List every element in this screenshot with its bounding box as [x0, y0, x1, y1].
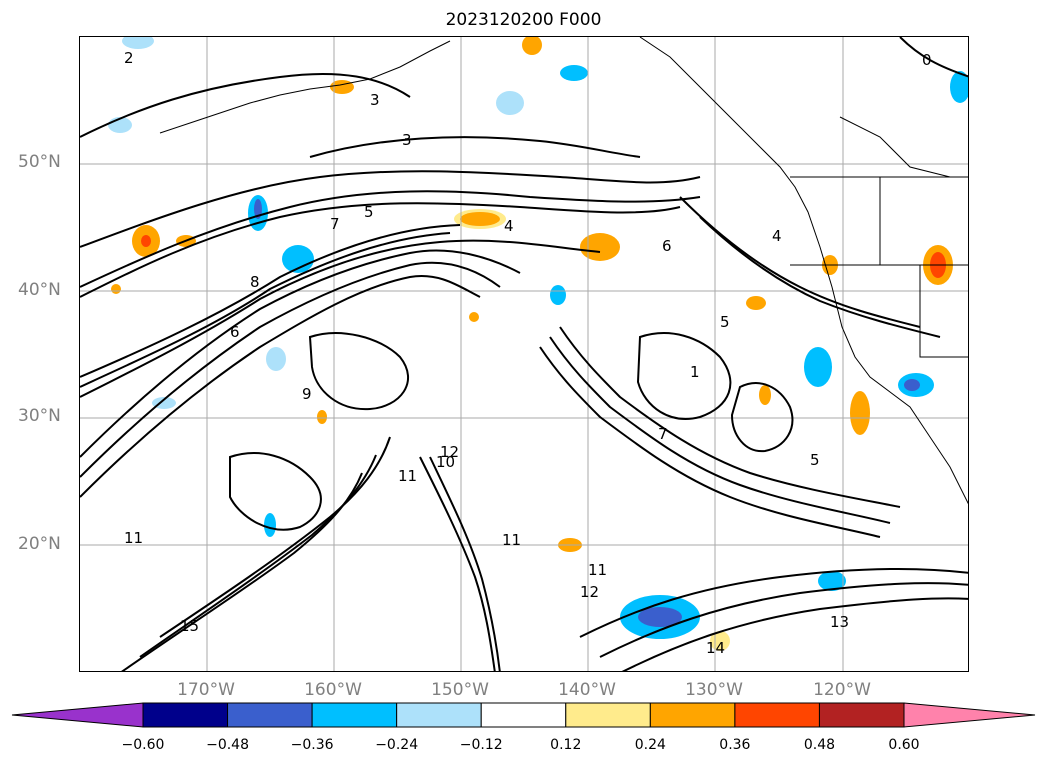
contour-label: 14	[706, 639, 725, 657]
colorbar-tick-label: −0.36	[290, 737, 334, 753]
contour-label-group: 2 3 3 4 5 6 7 8 9 10 11 12 13 14 15 4 5 …	[124, 49, 932, 657]
contour-label: 7	[330, 215, 340, 233]
map-panel[interactable]: 2 3 3 4 5 6 7 8 9 10 11 12 13 14 15 4 5 …	[79, 36, 969, 672]
colorbar-segment	[818, 702, 905, 728]
lat-label-40: 40°N	[18, 280, 61, 300]
colorbar-tick-label: 0.48	[803, 737, 836, 753]
colorbar-segment	[142, 702, 229, 728]
contour-label: 11	[588, 561, 607, 579]
contour-label: 9	[302, 385, 312, 403]
contour-label: 4	[772, 227, 782, 245]
gridlines	[80, 37, 968, 671]
contour-label: 8	[250, 273, 260, 291]
map-title: 2023120200 F000	[445, 10, 602, 30]
colorbar-segment	[227, 702, 313, 728]
contour-label: 15	[180, 617, 199, 635]
colorbar-tick-label: 0.12	[550, 737, 582, 753]
colorbar-segment	[649, 702, 736, 728]
lon-label-170w: 170°W	[177, 680, 235, 700]
contour-label: 5	[364, 203, 374, 221]
contour-label: 6	[230, 323, 240, 341]
lat-label-30: 30°N	[18, 406, 61, 426]
contour-label: 6	[662, 237, 672, 255]
lon-label-150w: 150°W	[431, 680, 489, 700]
contour-label: 11	[124, 529, 143, 547]
contour-label: 2	[124, 49, 134, 67]
colorbar-segment	[734, 702, 820, 728]
colorbar-segment	[565, 702, 651, 728]
contour-label: 5	[810, 451, 820, 469]
contour-label: 12	[580, 583, 599, 601]
map-canvas: 2 3 3 4 5 6 7 8 9 10 11 12 13 14 15 4 5 …	[80, 37, 968, 671]
contour-label: 11	[398, 467, 417, 485]
contour-label: 3	[402, 131, 412, 149]
contour-label: 12	[440, 443, 459, 461]
colorbar	[11, 702, 1036, 728]
colorbar-tick-label: 0.36	[719, 737, 751, 753]
contour-label: 7	[658, 425, 668, 443]
contour-label: 13	[830, 613, 849, 631]
colorbar-extend-low	[11, 702, 144, 728]
colorbar-segment	[311, 702, 398, 728]
colorbar-tick-label: −0.48	[206, 737, 249, 753]
colorbar-tick-label: −0.12	[459, 737, 503, 753]
colorbar-extend-high	[903, 702, 1036, 728]
lat-label-20: 20°N	[18, 534, 61, 554]
colorbar-tick-label: −0.24	[375, 737, 419, 753]
contour-label: 4	[504, 217, 514, 235]
lon-label-140w: 140°W	[558, 680, 616, 700]
lon-label-160w: 160°W	[304, 680, 362, 700]
coastlines	[159, 37, 968, 505]
contour-label: 0	[922, 51, 932, 69]
shaded-field	[111, 37, 953, 651]
contour-label: 5	[720, 313, 730, 331]
colorbar-tick-label: 0.60	[888, 737, 920, 753]
colorbar-segment	[480, 702, 567, 728]
colorbar-tick-label: −0.60	[121, 737, 165, 753]
contour-label: 3	[370, 91, 380, 109]
shaded-field-negative	[108, 37, 968, 639]
contour-label: 10	[436, 453, 455, 471]
contour-label: 1	[690, 363, 700, 381]
lon-label-120w: 120°W	[813, 680, 871, 700]
contour-lines	[80, 37, 968, 671]
colorbar-segment	[396, 702, 482, 728]
lat-label-50: 50°N	[18, 152, 61, 172]
contour-label: 11	[502, 531, 521, 549]
colorbar-tick-label: 0.24	[634, 737, 666, 753]
lon-label-130w: 130°W	[685, 680, 743, 700]
